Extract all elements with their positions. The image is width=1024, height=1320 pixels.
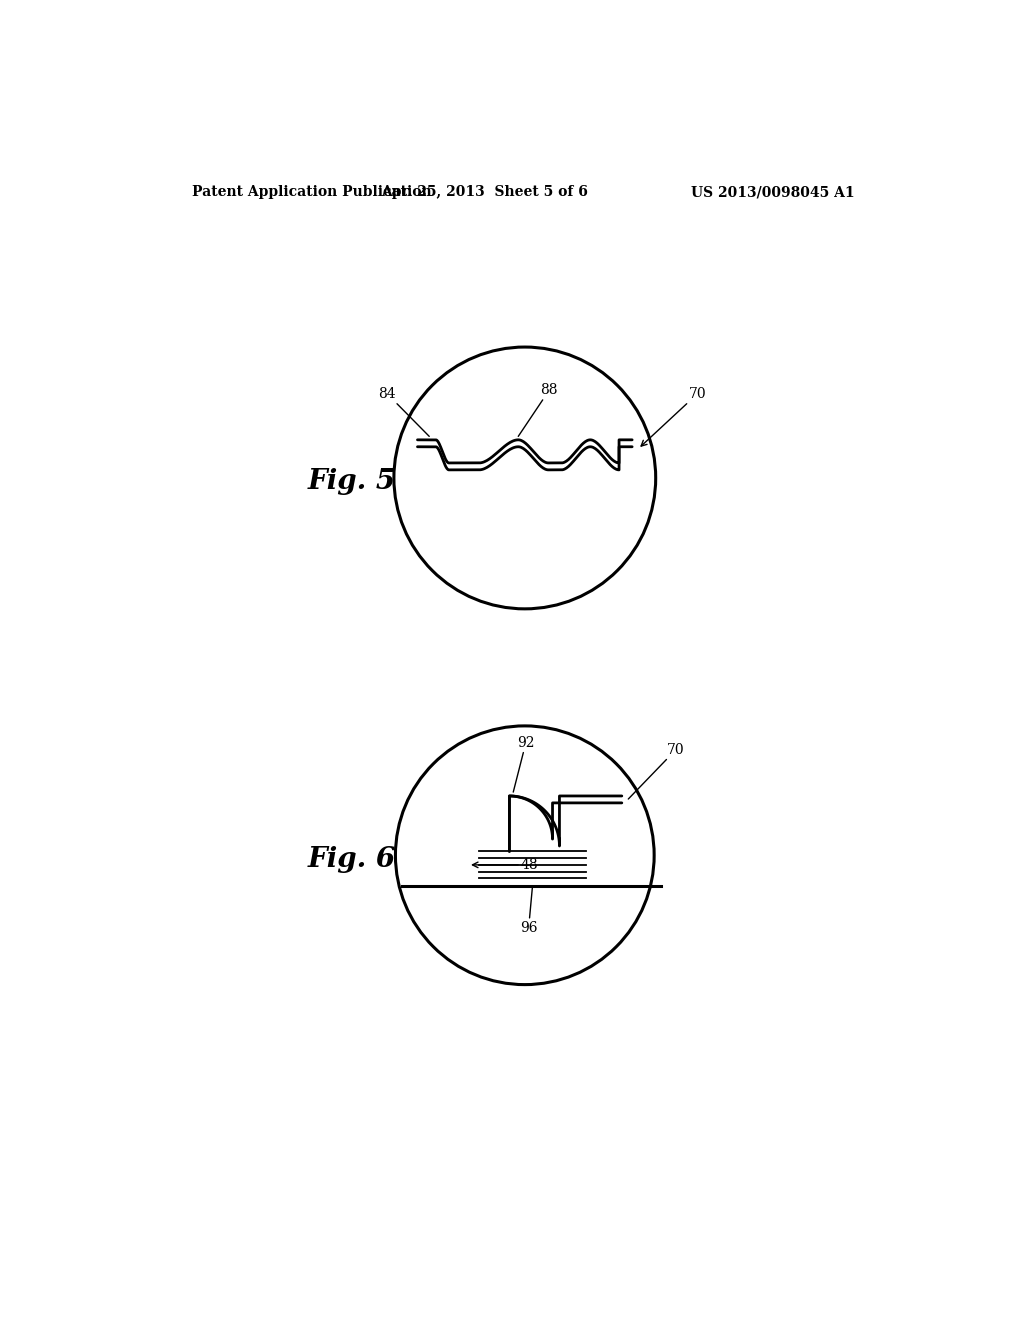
Text: 70: 70 — [629, 743, 685, 799]
Text: Fig. 6: Fig. 6 — [307, 846, 396, 873]
Text: 96: 96 — [520, 886, 538, 935]
Text: 92: 92 — [513, 735, 535, 792]
Text: Patent Application Publication: Patent Application Publication — [193, 185, 432, 199]
Text: Apr. 25, 2013  Sheet 5 of 6: Apr. 25, 2013 Sheet 5 of 6 — [381, 185, 588, 199]
Text: Fig. 5: Fig. 5 — [307, 469, 396, 495]
Text: 48: 48 — [472, 858, 539, 873]
Text: 84: 84 — [379, 387, 429, 437]
Text: 70: 70 — [641, 387, 707, 446]
Text: US 2013/0098045 A1: US 2013/0098045 A1 — [691, 185, 854, 199]
Text: 88: 88 — [518, 383, 558, 437]
